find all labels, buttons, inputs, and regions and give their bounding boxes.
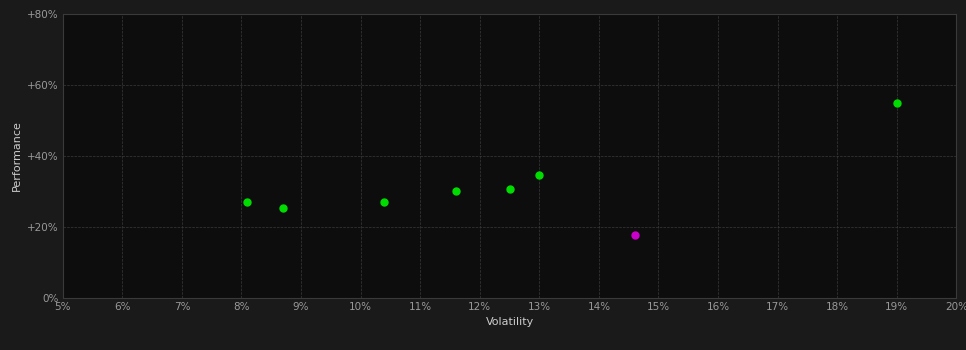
X-axis label: Volatility: Volatility bbox=[486, 317, 533, 327]
Y-axis label: Performance: Performance bbox=[12, 120, 21, 191]
